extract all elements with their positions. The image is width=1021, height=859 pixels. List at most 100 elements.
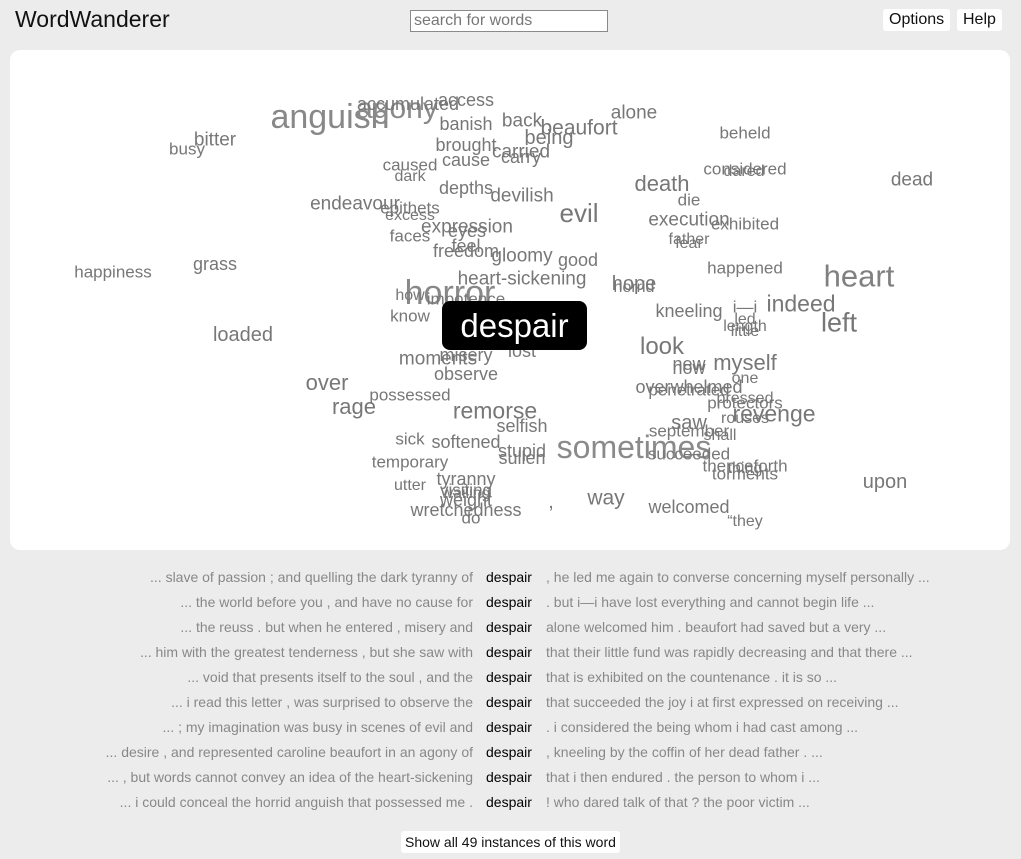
- cloud-word[interactable]: bitter: [193, 129, 237, 151]
- kwic-left-context[interactable]: ... , but words cannot convey an idea of…: [107, 769, 473, 785]
- kwic-left-context[interactable]: ... the world before you , and have no c…: [180, 594, 473, 610]
- cloud-word[interactable]: saw: [671, 412, 707, 434]
- cloud-word[interactable]: wretchedness: [410, 500, 522, 520]
- cloud-word[interactable]: possessed: [369, 385, 451, 405]
- cloud-word[interactable]: misery: [439, 345, 493, 365]
- cloud-word[interactable]: carried: [491, 141, 551, 163]
- kwic-keyword[interactable]: despair: [486, 594, 532, 610]
- cloud-word[interactable]: shall: [703, 427, 737, 444]
- cloud-word[interactable]: execution: [648, 209, 730, 231]
- kwic-keyword[interactable]: despair: [486, 644, 532, 660]
- kwic-keyword[interactable]: despair: [486, 669, 532, 685]
- cloud-word[interactable]: considered: [703, 159, 787, 179]
- kwic-right-context[interactable]: that their little fund was rapidly decre…: [546, 644, 913, 660]
- cloud-word[interactable]: ,: [548, 491, 554, 513]
- cloud-word[interactable]: rouses: [720, 410, 770, 427]
- cloud-word[interactable]: stupid: [497, 441, 547, 461]
- cloud-word[interactable]: devilish: [490, 185, 554, 207]
- cloud-word[interactable]: kneeling: [655, 301, 723, 321]
- cloud-word[interactable]: indeed: [766, 290, 836, 317]
- cloud-word[interactable]: death: [634, 171, 690, 196]
- kwic-right-context[interactable]: , kneeling by the coffin of her dead fat…: [546, 744, 823, 760]
- cloud-word[interactable]: succeeded: [647, 444, 731, 464]
- cloud-word[interactable]: “they: [727, 513, 763, 530]
- cloud-word[interactable]: left: [820, 307, 858, 338]
- kwic-right-context[interactable]: . i considered the being whom i had cast…: [546, 719, 859, 735]
- kwic-left-context[interactable]: ... desire , and represented caroline be…: [105, 744, 473, 760]
- kwic-right-context[interactable]: that i then endured . the person to whom…: [546, 769, 820, 785]
- cloud-word[interactable]: heart-sickening: [457, 268, 587, 290]
- cloud-word[interactable]: horrid: [613, 279, 655, 296]
- kwic-right-context[interactable]: , he led me again to converse concerning…: [546, 569, 930, 585]
- cloud-word[interactable]: wailing: [441, 485, 491, 502]
- cloud-word[interactable]: sullen: [498, 448, 546, 468]
- search-input[interactable]: [410, 10, 608, 32]
- kwic-left-context[interactable]: ... i could conceal the horrid anguish t…: [119, 794, 473, 810]
- cloud-word[interactable]: overwhelmed: [635, 377, 743, 397]
- cloud-word[interactable]: length: [723, 318, 767, 335]
- cloud-word[interactable]: observe: [433, 364, 499, 384]
- cloud-word[interactable]: pressed: [716, 390, 774, 407]
- center-word-despair[interactable]: despair: [442, 301, 587, 350]
- kwic-left-context[interactable]: ... slave of passion ; and quelling the …: [150, 569, 473, 585]
- cloud-word[interactable]: welcomed: [648, 497, 730, 517]
- cloud-word[interactable]: alone: [610, 102, 658, 124]
- cloud-word[interactable]: tyranny: [436, 469, 496, 489]
- kwic-keyword[interactable]: despair: [486, 569, 532, 585]
- cloud-word[interactable]: upon: [862, 471, 908, 493]
- kwic-right-context[interactable]: alone welcomed him . beaufort had saved …: [546, 619, 887, 635]
- cloud-word[interactable]: access: [437, 90, 495, 110]
- cloud-word[interactable]: thenceforth: [702, 456, 788, 476]
- cloud-word[interactable]: freedom: [432, 241, 500, 261]
- kwic-keyword[interactable]: despair: [486, 719, 532, 735]
- cloud-word[interactable]: agony: [356, 92, 438, 125]
- kwic-keyword[interactable]: despair: [486, 794, 532, 810]
- cloud-word[interactable]: sometimes: [556, 429, 712, 465]
- cloud-word[interactable]: faces: [389, 226, 431, 246]
- cloud-word[interactable]: hope: [611, 273, 657, 295]
- cloud-word[interactable]: i—i: [732, 297, 758, 317]
- cloud-word[interactable]: depths: [438, 178, 494, 198]
- cloud-word[interactable]: remorse: [452, 397, 538, 424]
- cloud-word[interactable]: beheld: [719, 123, 771, 143]
- help-button[interactable]: Help: [957, 9, 1002, 31]
- cloud-word[interactable]: die: [677, 190, 701, 210]
- cloud-word[interactable]: banish: [439, 114, 493, 134]
- kwic-right-context[interactable]: . but i—i have lost everything and canno…: [546, 594, 875, 610]
- cloud-word[interactable]: cause: [441, 150, 491, 170]
- cloud-word[interactable]: temporary: [371, 452, 449, 472]
- cloud-word[interactable]: know: [390, 306, 430, 326]
- cloud-word[interactable]: expression: [421, 216, 513, 238]
- cloud-word[interactable]: utter: [393, 477, 427, 494]
- cloud-word[interactable]: back: [501, 110, 543, 132]
- cloud-word[interactable]: dead: [890, 169, 934, 191]
- options-button[interactable]: Options: [883, 9, 951, 31]
- cloud-word[interactable]: grass: [192, 254, 238, 274]
- cloud-word[interactable]: sick: [395, 429, 425, 449]
- kwic-left-context[interactable]: ... ; my imagination was busy in scenes …: [162, 719, 473, 735]
- cloud-word[interactable]: beaufort: [540, 116, 618, 140]
- cloud-word[interactable]: over: [305, 370, 349, 395]
- cloud-word[interactable]: thing: [727, 460, 763, 477]
- kwic-left-context[interactable]: ... i read this letter , was surprised t…: [171, 694, 473, 710]
- cloud-word[interactable]: accumulated: [356, 94, 460, 114]
- cloud-word[interactable]: myself: [713, 350, 777, 375]
- cloud-word[interactable]: feel: [451, 236, 481, 256]
- cloud-word[interactable]: protectors: [707, 393, 783, 413]
- cloud-word[interactable]: september: [648, 421, 730, 441]
- cloud-word[interactable]: excess: [385, 207, 435, 224]
- cloud-word[interactable]: exhibited: [710, 214, 780, 234]
- cloud-word[interactable]: brought: [435, 135, 497, 155]
- kwic-right-context[interactable]: that is exhibited on the countenance . i…: [546, 669, 838, 685]
- cloud-word[interactable]: loaded: [212, 324, 274, 346]
- cloud-word[interactable]: do: [461, 508, 481, 528]
- cloud-word[interactable]: gloomy: [491, 245, 553, 267]
- cloud-word[interactable]: revenge: [732, 400, 816, 427]
- cloud-word[interactable]: happened: [707, 258, 783, 278]
- cloud-word[interactable]: selfish: [496, 416, 548, 436]
- cloud-word[interactable]: dark: [394, 168, 426, 185]
- cloud-word[interactable]: heart: [823, 258, 895, 294]
- kwic-keyword[interactable]: despair: [486, 619, 532, 635]
- cloud-word[interactable]: softened: [431, 432, 501, 452]
- cloud-word[interactable]: eyes: [447, 221, 487, 241]
